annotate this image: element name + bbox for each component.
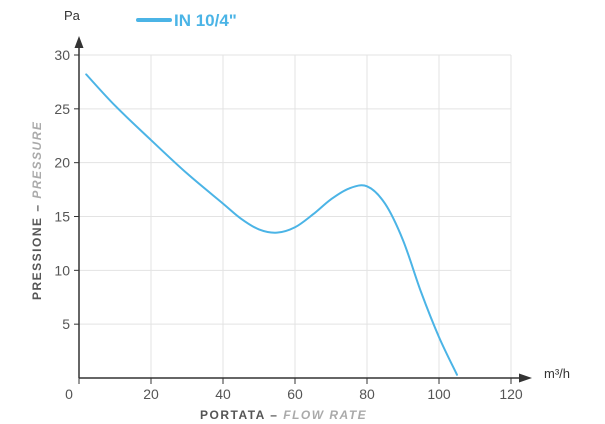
x-axis-title: PORTATA – FLOW RATE	[200, 408, 367, 422]
series-point	[294, 226, 296, 228]
legend: IN 10/4"	[136, 11, 237, 30]
axes	[74, 36, 532, 384]
series-point	[456, 374, 458, 376]
legend-label: IN 10/4"	[174, 11, 237, 30]
y-axis-title-main: PRESSIONE	[30, 216, 44, 300]
series-point	[258, 228, 260, 230]
x-tick-label: 20	[143, 386, 159, 402]
series-point	[366, 185, 368, 187]
x-tick-label: 100	[427, 386, 451, 402]
series-point	[420, 291, 422, 293]
x-tick-label: 40	[215, 386, 231, 402]
series-point	[150, 139, 152, 141]
series-point	[384, 203, 386, 205]
y-tick-label: 25	[54, 101, 70, 117]
x-tick-label: 60	[287, 386, 303, 402]
y-axis-title: PRESSIONE – PRESSURE	[30, 121, 44, 300]
y-unit-label: Pa	[64, 8, 81, 23]
series-point	[330, 198, 332, 200]
x-axis-arrow	[519, 373, 532, 383]
x-axis-title-sep: –	[265, 408, 283, 422]
y-axis-arrow	[74, 36, 84, 48]
series-point	[402, 239, 404, 241]
series-point	[114, 105, 116, 107]
y-axis-title-sep: –	[30, 199, 44, 217]
series-point	[312, 213, 314, 215]
x-tick-label: 80	[359, 386, 375, 402]
y-tick-label: 30	[54, 47, 70, 63]
x-tick-label: 0	[65, 386, 73, 402]
y-tick-label: 10	[54, 262, 70, 278]
x-tick-label: 120	[499, 386, 523, 402]
series	[85, 73, 458, 376]
x-unit-label: m³/h	[544, 366, 570, 381]
x-axis-title-alt: FLOW RATE	[283, 408, 367, 422]
series-point	[348, 188, 350, 190]
y-tick-label: 20	[54, 155, 70, 171]
series-point	[240, 218, 242, 220]
grid	[79, 54, 512, 378]
series-point	[438, 336, 440, 338]
series-point	[276, 232, 278, 234]
tick-labels: 0 20 40 60 80 100 120 5 10 15 20 25 30	[54, 47, 522, 402]
x-axis-title-main: PORTATA	[200, 408, 265, 422]
y-tick-label: 15	[54, 209, 70, 225]
series-point	[186, 172, 188, 174]
y-tick-label: 5	[62, 316, 70, 332]
series-point	[85, 73, 87, 75]
series-line	[85, 73, 458, 376]
y-axis-title-alt: PRESSURE	[30, 121, 44, 199]
series-point	[222, 203, 224, 205]
